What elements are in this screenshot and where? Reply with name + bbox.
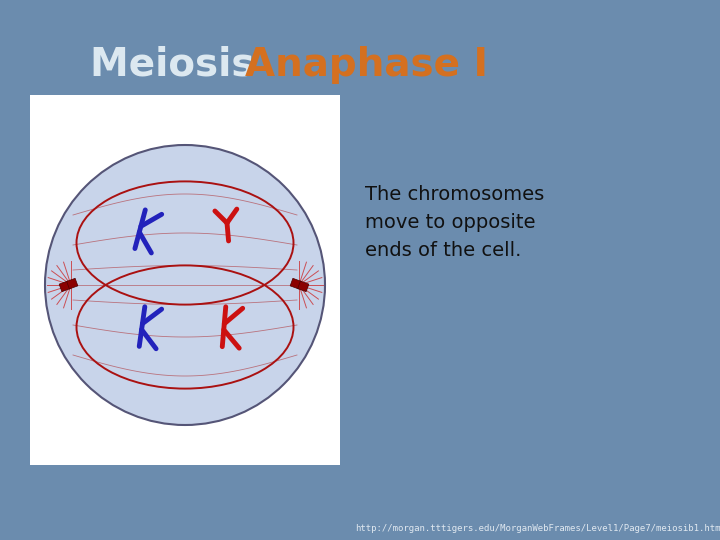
Circle shape [45, 145, 325, 425]
Text: http://morgan.tttigers.edu/MorganWebFrames/Level1/Page7/meiosib1.html: http://morgan.tttigers.edu/MorganWebFram… [355, 524, 720, 533]
Bar [59, 281, 71, 292]
Bar [30, 95, 340, 465]
Bar [297, 281, 309, 292]
Text: Anaphase I: Anaphase I [245, 46, 488, 84]
Bar [290, 278, 302, 289]
Bar [67, 278, 78, 289]
Text: Meiosis: Meiosis [90, 46, 268, 84]
Text: The chromosomes
move to opposite
ends of the cell.: The chromosomes move to opposite ends of… [365, 185, 544, 260]
